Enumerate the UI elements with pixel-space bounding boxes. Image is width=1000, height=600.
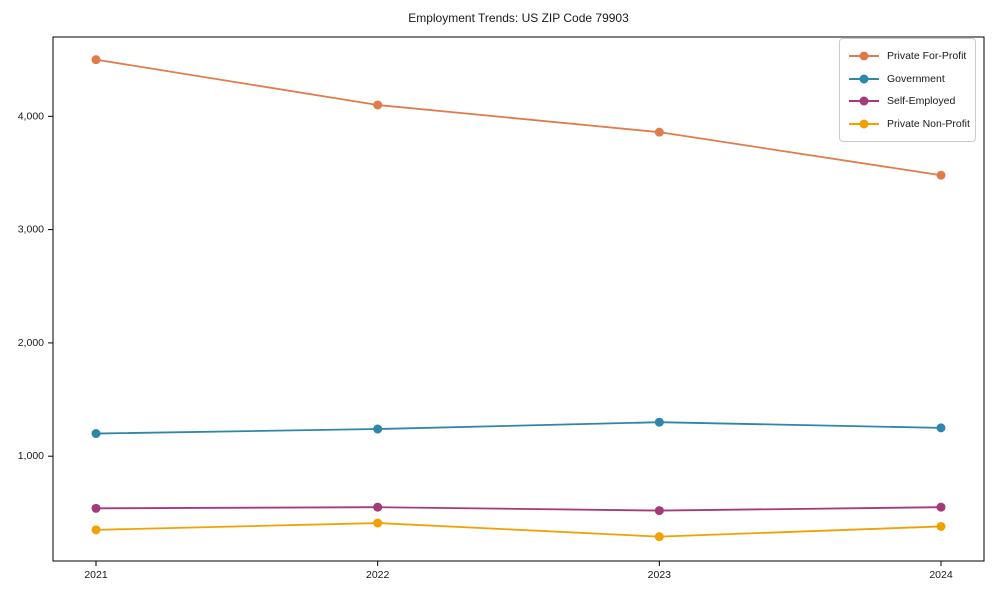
data-point-private-non-profit-2024 — [936, 521, 946, 531]
series-line-private-for-profit — [95, 58, 942, 177]
series-line-self-employed — [95, 506, 942, 512]
data-point-government-2022 — [373, 424, 383, 434]
y-tick-label: 3,000 — [18, 224, 44, 236]
data-point-self-employed-2021 — [91, 503, 101, 513]
x-tick-label: 2024 — [929, 569, 953, 581]
y-tick-label: 1,000 — [18, 450, 44, 462]
data-point-private-non-profit-2021 — [91, 525, 101, 535]
legend-item: Private Non-Profit — [849, 113, 970, 136]
legend-item: Government — [849, 68, 965, 91]
data-point-private-non-profit-2022 — [373, 518, 383, 528]
legend-line-marker-icon — [849, 51, 879, 61]
x-tick-label: 2022 — [366, 569, 390, 581]
legend-line-marker-icon — [849, 119, 879, 129]
chart-title: Employment Trends: US ZIP Code 79903 — [408, 11, 629, 25]
legend-label: Private For-Profit — [887, 50, 967, 63]
plot-border — [52, 36, 985, 562]
data-point-self-employed-2024 — [936, 502, 946, 512]
data-point-private-for-profit-2023 — [654, 127, 664, 137]
series-line-government — [95, 421, 942, 435]
data-point-private-non-profit-2023 — [654, 532, 664, 542]
x-tick-label: 2023 — [648, 569, 672, 581]
data-point-private-for-profit-2024 — [936, 170, 946, 180]
legend-line-marker-icon — [849, 96, 879, 106]
y-tick-label: 4,000 — [18, 110, 44, 122]
legend-item: Private For-Profit — [849, 45, 967, 68]
x-tick-label: 2021 — [84, 569, 108, 581]
data-point-government-2021 — [91, 429, 101, 439]
data-point-government-2023 — [654, 417, 664, 427]
legend: Private For-Profit Government Self-Emplo… — [839, 38, 976, 142]
legend-label: Government — [887, 72, 945, 85]
data-point-private-for-profit-2022 — [373, 100, 383, 110]
legend-line-marker-icon — [849, 74, 879, 84]
legend-label: Self-Employed — [887, 95, 956, 108]
data-point-private-for-profit-2021 — [91, 55, 101, 65]
data-point-self-employed-2022 — [373, 502, 383, 512]
data-point-government-2024 — [936, 423, 946, 433]
y-tick-label: 2,000 — [18, 337, 44, 349]
legend-item: Self-Employed — [849, 90, 965, 113]
series-line-private-non-profit — [95, 522, 942, 538]
data-point-self-employed-2023 — [654, 506, 664, 516]
legend-label: Private Non-Profit — [887, 117, 970, 130]
